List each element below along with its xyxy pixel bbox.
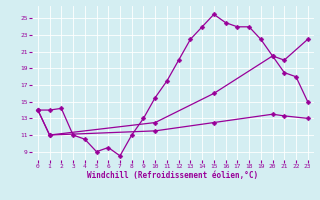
X-axis label: Windchill (Refroidissement éolien,°C): Windchill (Refroidissement éolien,°C) xyxy=(87,171,258,180)
